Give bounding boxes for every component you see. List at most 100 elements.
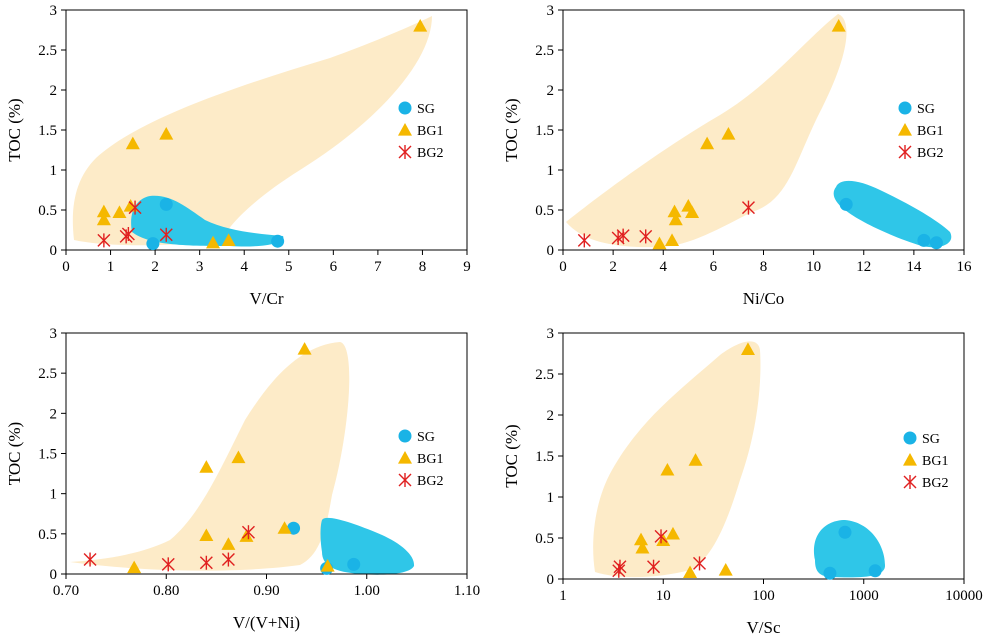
legend-label-sg: SG	[917, 102, 935, 117]
legend-label-bg2: BG2	[417, 474, 443, 489]
bg2-point	[639, 229, 653, 244]
y-tick-label: 3	[50, 326, 58, 342]
y-axis-label: TOC (%)	[5, 422, 24, 485]
sg-envelope	[320, 517, 415, 575]
bg1-point	[740, 342, 755, 355]
bg-envelope	[72, 16, 432, 246]
x-tick-label: 16	[957, 259, 973, 275]
bg2-point	[741, 200, 755, 215]
y-tick-label: 2	[50, 83, 58, 99]
bg1-point	[320, 558, 335, 572]
x-tick-label: 0.80	[153, 583, 179, 599]
bg2-point	[654, 529, 668, 544]
legend-label-bg2: BG2	[917, 146, 943, 161]
legend-marker-bg1	[398, 123, 412, 136]
bg1-point	[718, 562, 733, 576]
y-tick-label: 3	[547, 3, 555, 19]
bg1-point	[127, 560, 142, 574]
bg2-point	[647, 559, 661, 574]
bg2-point	[83, 552, 97, 567]
y-tick-label: 0	[547, 243, 555, 259]
bg2-point	[121, 227, 135, 241]
bg-envelope	[70, 342, 350, 571]
x-tick-label: 9	[463, 259, 471, 275]
y-tick-label: 2.5	[535, 43, 554, 59]
x-tick-label: 0	[559, 259, 567, 275]
y-tick-label: 0	[50, 567, 58, 583]
x-tick-label: 4	[240, 259, 248, 275]
bg1-point	[685, 205, 700, 218]
bg1-point	[831, 19, 846, 32]
bg1-point	[634, 532, 649, 546]
x-tick-label: 4	[660, 259, 668, 275]
legend-marker-sg	[398, 101, 412, 115]
legend-label-bg1: BG1	[917, 124, 943, 139]
bg1-point	[660, 462, 675, 476]
y-tick-label: 3	[50, 3, 58, 19]
bg1-point	[96, 204, 111, 218]
legend-label-bg1: BG1	[417, 452, 443, 467]
y-tick-label: 0	[547, 572, 555, 588]
sg-point	[271, 234, 285, 248]
bg2-point	[221, 552, 235, 567]
bg1-point	[700, 136, 715, 150]
bg2-point	[161, 557, 175, 572]
y-tick-label: 3	[547, 326, 555, 342]
x-axis-label: V/(V+Ni)	[233, 613, 300, 632]
legend-marker-bg1	[898, 123, 912, 136]
y-tick-label: 0.5	[535, 203, 554, 219]
sg-envelope	[814, 520, 886, 578]
sg-point	[929, 236, 943, 250]
x-tick-label: 14	[906, 259, 922, 275]
legend-marker-bg2	[903, 475, 917, 489]
y-tick-label: 2.5	[38, 43, 57, 59]
x-tick-label: 6	[710, 259, 718, 275]
y-tick-label: 2	[50, 406, 58, 422]
bg2-point	[693, 556, 707, 571]
bg1-point	[683, 565, 698, 579]
y-tick-label: 1.5	[535, 123, 554, 139]
legend-marker-bg2	[898, 145, 912, 159]
sg-point	[287, 521, 301, 535]
bg1-point	[277, 521, 292, 534]
bg2-point	[97, 233, 111, 248]
sg-envelope	[833, 180, 952, 248]
y-tick-label: 1.5	[38, 123, 57, 139]
y-tick-label: 1.5	[535, 449, 554, 465]
bg1-point	[112, 205, 127, 218]
x-axis-label: V/Cr	[250, 289, 284, 308]
bg1-point	[199, 460, 214, 473]
x-tick-label: 1.00	[354, 583, 380, 599]
x-tick-label: 8	[419, 259, 427, 275]
y-tick-label: 0.5	[38, 203, 57, 219]
x-tick-label: 5	[285, 259, 293, 275]
bg2-point	[613, 559, 627, 574]
panel-v-cr: 0 1 2 3 4 5 6 7 8 9 0 0.5 1 1.5 2 2.5 3 V/Cr TOC (%) SG BG1 B…	[5, 3, 471, 308]
x-tick-label: 2	[609, 259, 617, 275]
x-tick-label: 0.90	[253, 583, 279, 599]
y-tick-label: 0.5	[535, 531, 554, 547]
legend-marker-sg	[903, 431, 917, 445]
bg2-point	[241, 525, 255, 540]
x-tick-label: 7	[374, 259, 382, 275]
y-tick-label: 1	[547, 163, 555, 179]
x-tick-label: 12	[856, 259, 871, 275]
bg1-point	[297, 342, 312, 355]
legend-marker-bg2	[398, 473, 412, 487]
x-tick-label: 0	[62, 259, 70, 275]
legend-label-bg1: BG1	[922, 454, 948, 469]
bg1-point	[652, 236, 667, 250]
sg-point	[839, 197, 853, 211]
legend-label-sg: SG	[922, 432, 940, 447]
y-tick-label: 0	[50, 243, 58, 259]
x-tick-label: 1	[559, 588, 567, 604]
bg1-point	[159, 127, 174, 140]
sg-point	[823, 566, 837, 580]
x-tick-label: 8	[760, 259, 768, 275]
legend-marker-sg	[898, 101, 912, 115]
bg1-point	[206, 235, 221, 249]
legend-marker-bg1	[903, 453, 917, 466]
sg-point	[146, 237, 160, 251]
y-tick-label: 1.5	[38, 447, 57, 463]
